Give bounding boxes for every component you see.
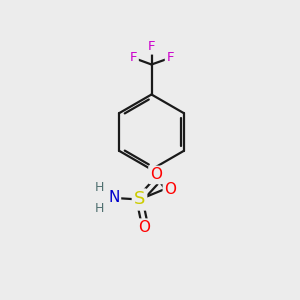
Text: O: O (164, 182, 176, 196)
Text: H: H (95, 202, 105, 215)
Text: N: N (108, 190, 119, 205)
Text: F: F (130, 51, 137, 64)
Text: H: H (95, 181, 105, 194)
Text: O: O (138, 220, 150, 235)
Text: S: S (134, 190, 145, 208)
Text: F: F (166, 51, 174, 64)
Text: F: F (148, 40, 155, 53)
Text: O: O (150, 167, 162, 182)
